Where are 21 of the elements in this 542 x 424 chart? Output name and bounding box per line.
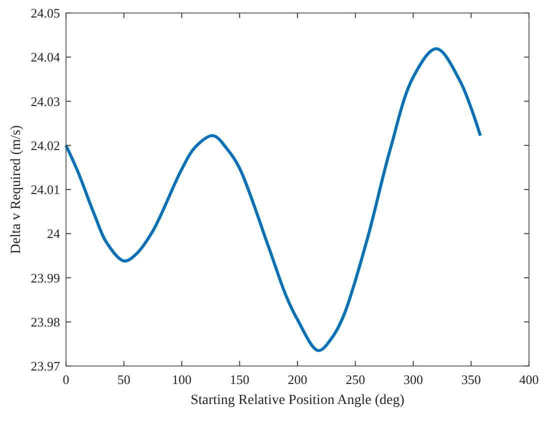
y-tick-label: 24.01 <box>30 182 60 197</box>
y-tick-label: 24.03 <box>30 94 60 109</box>
line-series <box>64 47 482 352</box>
y-tick-label: 24.05 <box>30 6 60 20</box>
x-tick-label: 400 <box>519 372 539 387</box>
x-tick-label: 250 <box>346 372 366 387</box>
x-tick-label: 350 <box>461 372 481 387</box>
x-axis-title: Starting Relative Position Angle (deg) <box>190 393 405 408</box>
x-tick-label: 0 <box>62 372 70 387</box>
x-tick-label: 150 <box>230 372 250 387</box>
x-tick-label: 50 <box>117 372 130 387</box>
y-tick-label: 24.02 <box>30 138 60 153</box>
y-tick-label: 23.97 <box>30 358 60 374</box>
y-tick-label: 24 <box>47 226 60 242</box>
y-tick-label: 23.98 <box>30 314 60 330</box>
x-tick-label: 300 <box>404 372 423 387</box>
y-axis-title: Delta v Required (m/s) <box>9 124 24 254</box>
x-tick-label: 100 <box>172 372 192 387</box>
y-tick-label: 24.04 <box>30 50 60 65</box>
x-tick-label: 200 <box>288 372 308 387</box>
y-tick-label: 23.99 <box>30 270 60 286</box>
